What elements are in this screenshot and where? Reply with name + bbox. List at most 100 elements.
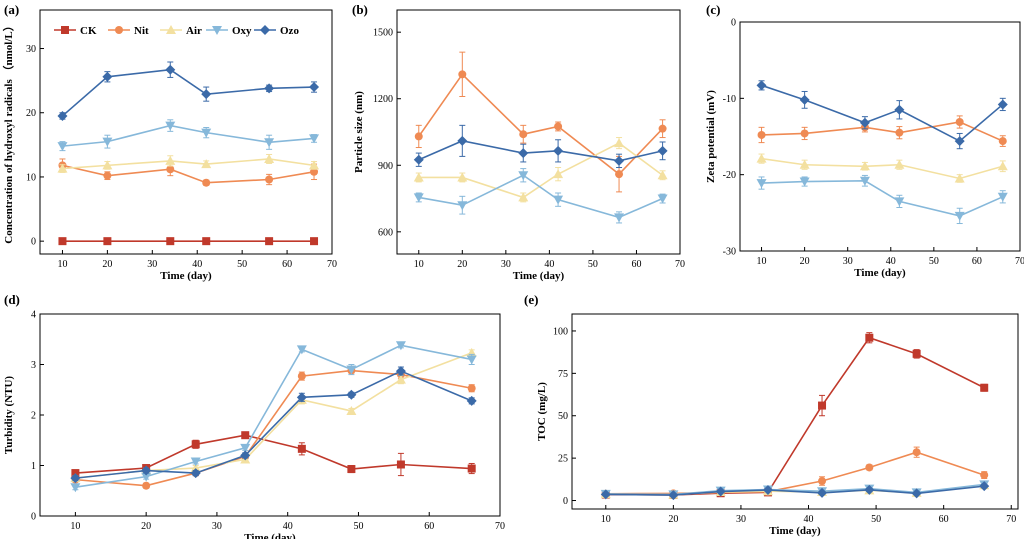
y-tick-label: 600 [378,227,393,238]
series-ozo [413,124,668,168]
data-point [519,130,528,139]
x-tick-label: 10 [57,259,67,270]
y-tick-label: 0 [31,237,36,248]
series-oxy [57,119,320,152]
x-tick-label: 70 [327,259,337,270]
data-point [799,177,810,187]
data-point [395,374,406,384]
data-point [201,128,212,138]
data-point [859,176,870,186]
series-line [75,344,472,489]
y-axis-label: Turbidity (NTU) [3,376,15,454]
panel-label: (e) [524,292,538,307]
data-point [414,132,423,141]
series-line [62,164,315,184]
series-nit [58,158,319,187]
data-point [756,153,767,163]
data-point [657,170,668,180]
data-point [264,153,275,163]
data-point [310,167,319,176]
data-point [554,122,563,131]
panel-label: (b) [352,2,368,17]
data-point [799,94,810,105]
data-point [980,383,989,392]
data-point [165,155,176,165]
series-line [75,369,472,487]
data-point [103,237,112,246]
data-point [912,349,921,358]
series-line [75,434,472,474]
legend-label: Nit [134,25,149,37]
data-point [297,444,306,453]
x-tick-label: 30 [212,521,222,532]
data-point [657,145,668,156]
y-axis-label: Zeta potential (mV) [705,90,717,183]
legend-item-ozo: Ozo [254,25,299,37]
data-point [396,460,405,469]
x-tick-label: 60 [972,256,982,267]
data-point [165,121,176,131]
data-point [818,401,827,410]
data-point [70,483,81,493]
data-point [553,169,564,179]
data-point [346,389,357,400]
data-point [102,71,113,82]
data-point [954,173,965,183]
series-line [761,179,1004,217]
data-point [615,170,624,179]
data-point [817,487,828,498]
data-point [58,237,67,246]
data-point [309,134,320,144]
data-point [264,83,275,94]
plot-frame [39,9,333,255]
data-point [800,129,809,138]
x-tick-label: 10 [414,259,424,270]
data-point [614,213,625,223]
series-line [761,157,1003,180]
data-point [466,395,477,406]
data-point [600,489,611,500]
data-point [518,148,529,159]
series-air [600,480,990,499]
y-tick-label: 25 [558,454,568,465]
data-point [347,465,356,474]
data-point [103,171,112,180]
data-point [997,99,1008,110]
series-nit [757,115,1007,147]
x-tick-label: 40 [886,256,896,267]
data-point [518,171,529,181]
legend-marker [212,26,222,35]
y-tick-label: 3 [31,360,36,371]
x-tick-label: 20 [141,521,151,532]
data-point [57,142,68,152]
legend-item-ck: CK [54,25,97,37]
data-point [657,194,668,204]
data-point [997,192,1008,202]
data-point [997,161,1008,171]
y-tick-label: 0 [731,18,736,29]
data-point [668,490,679,501]
data-point [346,365,357,375]
x-tick-label: 10 [601,514,611,525]
data-point [142,481,151,490]
data-point [102,160,113,170]
plot-frame [571,313,1019,510]
x-tick-label: 30 [501,259,511,270]
legend-marker [61,26,69,34]
plot-frame [39,313,501,517]
data-point [201,159,212,169]
data-point [865,463,874,472]
x-tick-label: 20 [800,256,810,267]
x-tick-label: 40 [192,259,202,270]
data-point [240,450,251,461]
x-tick-label: 30 [147,259,157,270]
data-point [191,440,200,449]
series-line [761,121,1004,142]
data-point [859,117,870,128]
data-point [980,471,989,480]
series-oxy [600,480,990,500]
series-ozo [70,366,477,484]
legend-label: Oxy [232,25,252,37]
series-line [418,142,664,199]
y-tick-label: 0 [31,512,36,523]
